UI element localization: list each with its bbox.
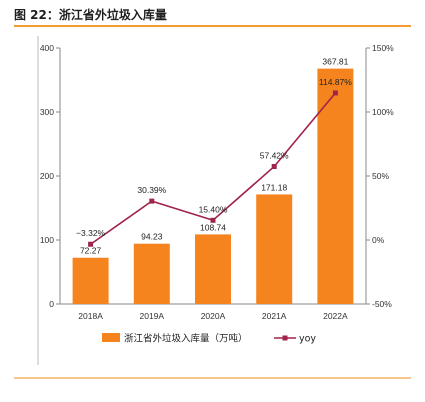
bar-value-label: 367.81 — [322, 57, 348, 67]
y-right-tick-label: 50% — [372, 171, 389, 181]
x-tick-label: 2018A — [78, 311, 103, 321]
bar — [72, 257, 109, 304]
y-right-tick-label: -50% — [372, 299, 392, 309]
yoy-value-label: 57.42% — [260, 151, 289, 161]
yoy-marker — [332, 90, 338, 96]
yoy-value-label: 15.40% — [199, 204, 228, 214]
y-left-tick-label: 100 — [40, 235, 54, 245]
y-left-tick-label: 200 — [40, 171, 54, 181]
figure-title: 图 22：浙江省外垃圾入库量 — [14, 8, 167, 22]
bar-value-label: 108.74 — [200, 222, 226, 232]
x-tick-label: 2019A — [140, 311, 165, 321]
bar — [133, 243, 170, 304]
bar-value-label: 94.23 — [141, 232, 163, 242]
legend-bar-label: 浙江省外垃圾入库量（万吨） — [124, 333, 248, 345]
yoy-value-label: 114.87% — [319, 77, 352, 87]
yoy-marker — [88, 241, 94, 247]
x-tick-label: 2021A — [262, 311, 287, 321]
bar-value-label: 72.27 — [80, 246, 102, 256]
yoy-marker — [271, 164, 277, 170]
legend-line-label: yoy — [299, 334, 316, 345]
yoy-marker — [149, 198, 155, 204]
bar — [195, 234, 231, 304]
bar — [256, 194, 293, 304]
bar-value-label: 171.18 — [261, 182, 287, 192]
y-left-tick-label: 400 — [40, 43, 54, 53]
bar — [317, 68, 354, 305]
yoy-value-label: −3.32% — [76, 228, 106, 238]
legend-bar-swatch — [102, 333, 120, 342]
footer-divider — [14, 377, 411, 379]
yoy-value-label: 30.39% — [137, 185, 166, 195]
legend-marker-swatch — [282, 335, 288, 341]
y-left-tick-label: 300 — [40, 107, 54, 117]
x-tick-label: 2022A — [323, 311, 348, 321]
y-right-tick-label: 100% — [372, 107, 394, 117]
yoy-marker — [210, 217, 216, 223]
title-divider — [14, 25, 411, 27]
y-left-tick-label: 0 — [49, 299, 54, 309]
x-tick-label: 2020A — [201, 311, 226, 321]
y-right-tick-label: 150% — [372, 43, 394, 53]
y-right-tick-label: 0% — [372, 235, 385, 245]
